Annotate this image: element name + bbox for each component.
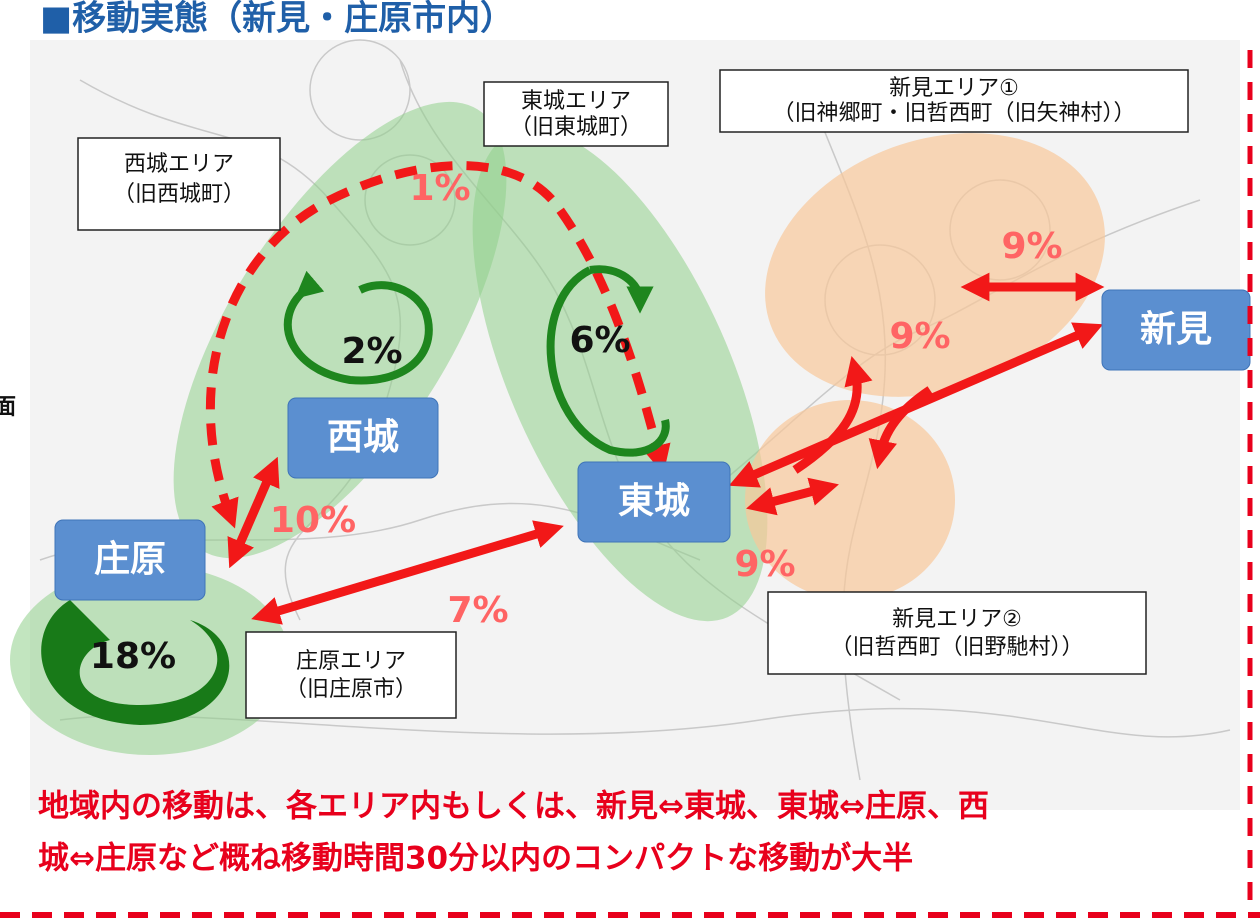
title: ■移動実態（新見・庄原市内） bbox=[40, 0, 514, 39]
label-box bbox=[77, 137, 281, 231]
node-label: 西城 bbox=[327, 417, 399, 458]
area-label: （旧神郷町・旧哲西町（旧矢神村）） bbox=[772, 101, 1135, 126]
flow-arrows bbox=[41, 161, 1105, 725]
area-label: （旧西城町） bbox=[113, 182, 245, 207]
loop-arrow bbox=[283, 270, 433, 385]
node-box bbox=[54, 519, 206, 601]
label-box bbox=[767, 591, 1147, 675]
node-box bbox=[1101, 289, 1251, 371]
flow-arrow bbox=[746, 477, 839, 516]
node-label: 新見 bbox=[1140, 309, 1212, 350]
side-label: 面 bbox=[0, 395, 16, 420]
node-box bbox=[577, 461, 731, 543]
flow-label: 18% bbox=[90, 636, 176, 677]
flow-label: 2% bbox=[341, 331, 402, 372]
flow-label: 9% bbox=[1001, 226, 1062, 267]
area-label: 庄原エリア bbox=[296, 649, 406, 674]
flow-arrow bbox=[227, 456, 280, 569]
area-label: 西城エリア bbox=[124, 152, 234, 177]
flow-arrow bbox=[251, 520, 564, 625]
area-labels: 西城エリア （旧西城町） 東城エリア （旧東城町） 新見エリア① （旧神郷町・旧… bbox=[77, 69, 1189, 719]
footer-line: 地域内の移動は、各エリア内もしくは、新見⇔東城、東城⇔庄原、西 bbox=[38, 789, 989, 825]
flow-arrow bbox=[792, 356, 873, 474]
flow-labels: 1% 2% 6% 9% 9% 9% 10% 7% 18% bbox=[90, 168, 1063, 677]
loop-arrow bbox=[41, 600, 230, 725]
flow-label: 7% bbox=[447, 590, 508, 631]
node-label: 庄原 bbox=[94, 539, 166, 580]
flow-label: 9% bbox=[889, 316, 950, 357]
flow-arrow bbox=[205, 161, 671, 529]
flow-label: 10% bbox=[270, 500, 356, 541]
area-label: （旧庄原市） bbox=[285, 677, 417, 702]
flow-label: 6% bbox=[569, 320, 630, 361]
flow-label: 1% bbox=[409, 168, 470, 209]
flow-label: 9% bbox=[734, 544, 795, 585]
footer-line: 城⇔庄原など概ね移動時間30分以内のコンパクトな移動が大半 bbox=[38, 841, 913, 877]
node-box bbox=[287, 397, 439, 479]
area-label: （旧哲西町（旧野馳村）） bbox=[830, 635, 1083, 660]
area-label: 新見エリア① bbox=[889, 76, 1019, 101]
area-label: （旧東城町） bbox=[510, 115, 642, 140]
flow-arrow bbox=[868, 386, 933, 470]
label-box bbox=[719, 69, 1189, 133]
area-label: 東城エリア bbox=[521, 89, 631, 114]
label-box bbox=[483, 81, 669, 147]
node-label: 東城 bbox=[618, 481, 690, 522]
nodes: 庄原 西城 東城 新見 bbox=[54, 289, 1251, 601]
loop-arrow bbox=[546, 265, 670, 457]
area-label: 新見エリア② bbox=[892, 607, 1022, 632]
label-box bbox=[245, 631, 457, 719]
